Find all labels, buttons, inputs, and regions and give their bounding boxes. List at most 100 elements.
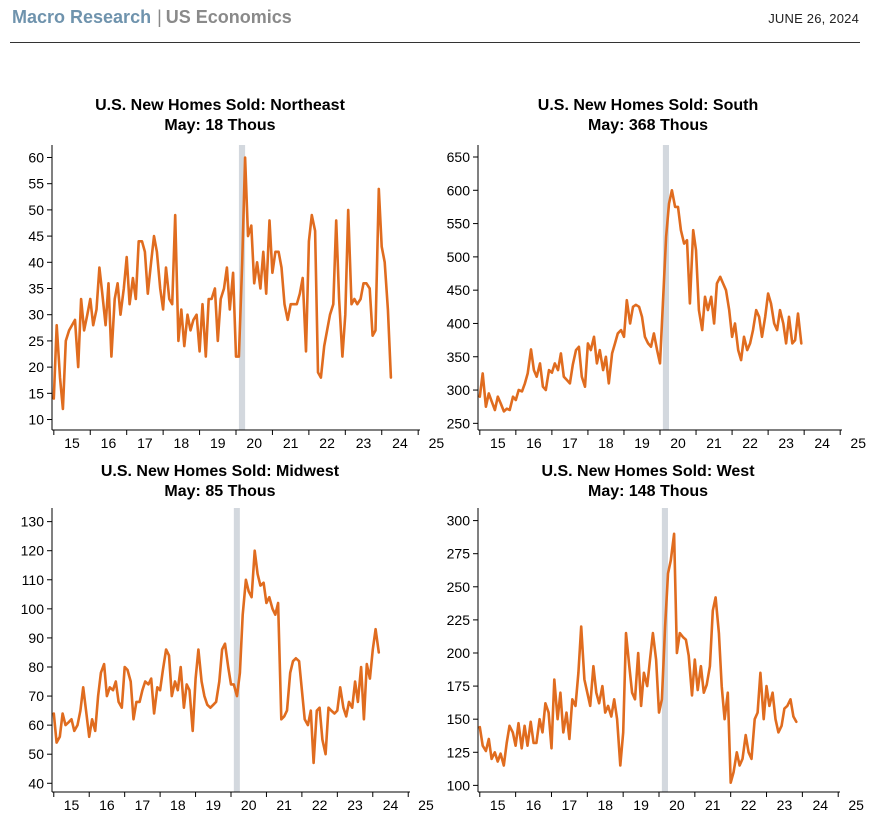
chart-panel-west: U.S. New Homes Sold: West May: 148 Thous… [438, 458, 864, 830]
section-name: US Economics [165, 7, 292, 27]
chart-subtitle: May: 85 Thous [164, 483, 276, 500]
x-tick-label: 17 [135, 797, 151, 813]
chart-title: U.S. New Homes Sold: West [541, 463, 755, 480]
y-tick-label: 25 [28, 333, 44, 349]
y-tick-label: 55 [28, 176, 44, 192]
y-tick-label: 450 [447, 282, 471, 298]
x-tick-label: 24 [392, 435, 408, 451]
y-tick-label: 650 [447, 149, 471, 165]
x-tick-label: 20 [241, 797, 257, 813]
y-tick-label: 250 [447, 579, 471, 595]
x-tick-label: 16 [101, 435, 117, 451]
x-tick-label: 17 [137, 435, 153, 451]
y-tick-label: 10 [28, 412, 44, 428]
x-tick-label: 15 [64, 435, 80, 451]
y-tick-label: 350 [447, 349, 471, 365]
y-tick-label: 45 [28, 228, 44, 244]
y-tick-label: 15 [28, 385, 44, 401]
x-tick-label: 19 [210, 435, 226, 451]
x-tick-label: 25 [850, 435, 866, 451]
y-tick-label: 500 [447, 249, 471, 265]
y-tick-label: 50 [28, 202, 44, 218]
y-tick-label: 130 [21, 514, 45, 530]
recession-band [233, 508, 240, 792]
y-tick-label: 80 [28, 659, 44, 675]
chart-title-block: U.S. New Homes Sold: South May: 368 Thou… [438, 96, 858, 136]
x-tick-label: 21 [706, 435, 722, 451]
chart-midwest: 40 50 60 70 80 90 100 110 120 130 15 16 17 18 19 20 21 22… [21, 508, 434, 813]
y-tick-label: 250 [447, 415, 471, 431]
brand-separator: | [157, 7, 162, 27]
x-tick-label: 24 [814, 435, 830, 451]
y-tick-label: 40 [28, 254, 44, 270]
x-tick-label: 22 [312, 797, 328, 813]
x-tick-label: 21 [705, 797, 721, 813]
y-tick-label: 300 [447, 382, 471, 398]
x-tick-label: 25 [418, 797, 434, 813]
x-tick-label: 21 [276, 797, 292, 813]
x-tick-label: 19 [205, 797, 221, 813]
x-tick-label: 18 [598, 435, 614, 451]
y-tick-label: 20 [28, 359, 44, 375]
y-tick-label: 275 [447, 546, 471, 562]
chart-northeast: 10 15 20 25 30 35 40 45 50 55 60 15 16 17 18 19 20 21 22 23… [28, 145, 444, 451]
report-header: Macro Research | US Economics JUNE 26, 202… [0, 0, 871, 46]
y-tick-label: 125 [447, 744, 471, 760]
chart-title: U.S. New Homes Sold: South [537, 97, 759, 114]
y-tick-label: 60 [28, 149, 44, 165]
chart-title: U.S. New Homes Sold: Midwest [100, 463, 340, 480]
y-tick-label: 60 [28, 717, 44, 733]
x-tick-label: 22 [742, 435, 758, 451]
chart-west: 100 125 150 175 200 225 250 275 300 15 16 17 18 19 20 2… [447, 508, 864, 813]
y-tick-label: 120 [21, 543, 45, 559]
chart-title-block: U.S. New Homes Sold: West May: 148 Thous [438, 462, 858, 502]
chart-title: U.S. New Homes Sold: Northeast [95, 97, 345, 114]
x-tick-label: 19 [634, 435, 650, 451]
y-tick-label: 40 [28, 775, 44, 791]
report-date: JUNE 26, 2024 [768, 11, 859, 26]
brand-title: Macro Research | US Economics [12, 7, 292, 28]
x-tick-label: 24 [383, 797, 399, 813]
header-rule [10, 42, 860, 43]
x-tick-label: 17 [562, 797, 578, 813]
x-tick-label: 23 [777, 797, 793, 813]
x-tick-label: 18 [174, 435, 190, 451]
series-line [52, 549, 381, 765]
chart-subtitle: May: 368 Thous [587, 117, 709, 134]
y-tick-label: 300 [447, 513, 471, 529]
x-tick-label: 15 [490, 797, 506, 813]
y-tick-label: 200 [447, 645, 471, 661]
chart-panel-midwest: U.S. New Homes Sold: Midwest May: 85 Tho… [10, 458, 434, 830]
y-tick-label: 400 [447, 315, 471, 331]
y-tick-label: 175 [447, 678, 471, 694]
y-tick-label: 150 [447, 711, 471, 727]
x-tick-label: 18 [170, 797, 186, 813]
series-line [478, 189, 803, 413]
y-tick-label: 225 [447, 612, 471, 628]
y-tick-label: 50 [28, 746, 44, 762]
x-tick-label: 19 [633, 797, 649, 813]
x-tick-label: 20 [246, 435, 262, 451]
y-tick-label: 600 [447, 182, 471, 198]
x-tick-label: 15 [64, 797, 80, 813]
x-tick-label: 17 [562, 435, 578, 451]
x-tick-label: 16 [526, 797, 542, 813]
chart-title-block: U.S. New Homes Sold: Midwest May: 85 Tho… [10, 462, 430, 502]
x-tick-label: 18 [597, 797, 613, 813]
x-tick-label: 24 [812, 797, 828, 813]
chart-panel-south: U.S. New Homes Sold: South May: 368 Thou… [438, 92, 867, 454]
x-tick-label: 23 [778, 435, 794, 451]
x-tick-label: 20 [670, 435, 686, 451]
chart-title-block: U.S. New Homes Sold: Northeast May: 18 T… [10, 96, 430, 136]
x-tick-label: 15 [490, 435, 506, 451]
series-line [52, 156, 393, 411]
brand-name: Macro Research [12, 7, 152, 27]
y-tick-label: 550 [447, 216, 471, 232]
x-tick-label: 25 [848, 797, 864, 813]
y-tick-label: 30 [28, 307, 44, 323]
y-tick-label: 100 [21, 601, 45, 617]
recession-band [662, 145, 670, 430]
x-tick-label: 16 [526, 435, 542, 451]
x-tick-label: 22 [319, 435, 335, 451]
x-tick-label: 20 [669, 797, 685, 813]
